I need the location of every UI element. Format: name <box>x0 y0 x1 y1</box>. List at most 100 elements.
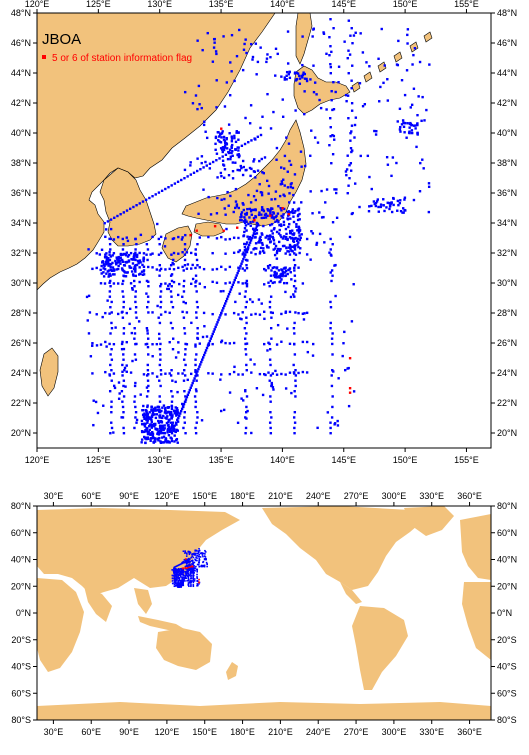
station-point <box>189 564 191 566</box>
station-point <box>232 281 236 284</box>
station-point <box>145 243 149 246</box>
station-point <box>349 139 352 142</box>
station-point <box>117 264 120 268</box>
station-point <box>195 379 198 382</box>
station-point <box>294 379 297 382</box>
station-point <box>168 282 171 286</box>
station-point <box>218 157 221 160</box>
station-point <box>295 239 299 243</box>
station-point <box>120 267 124 270</box>
station-point <box>331 332 334 335</box>
station-point <box>187 576 190 578</box>
station-point <box>170 273 174 276</box>
station-point <box>177 574 180 577</box>
y-tick-label-left: 60°N <box>11 528 31 538</box>
station-point <box>329 321 332 325</box>
station-point <box>258 211 261 214</box>
station-point <box>108 373 111 376</box>
station-point <box>294 395 297 398</box>
station-point <box>213 328 216 331</box>
flagged-point <box>184 566 186 569</box>
station-point <box>347 117 350 120</box>
station-point <box>171 414 174 417</box>
station-point <box>204 130 207 133</box>
station-point <box>146 421 149 424</box>
station-point <box>121 248 125 251</box>
station-point <box>182 581 185 584</box>
station-point <box>238 292 241 295</box>
station-point <box>190 321 193 325</box>
station-point <box>255 228 259 232</box>
station-point <box>230 285 234 289</box>
station-point <box>115 263 118 266</box>
station-point <box>251 234 255 237</box>
y-tick-label-left: 30°N <box>11 278 31 288</box>
station-point <box>166 427 170 430</box>
station-point <box>108 390 112 393</box>
station-point <box>330 384 334 388</box>
station-point <box>284 310 288 313</box>
station-point <box>184 565 187 568</box>
station-point <box>133 353 137 356</box>
station-point <box>148 423 152 426</box>
station-point <box>245 332 248 335</box>
station-point <box>224 313 227 316</box>
indonesia <box>138 616 186 630</box>
station-point <box>110 300 113 304</box>
station-point <box>233 136 236 140</box>
station-point <box>144 343 147 346</box>
station-point <box>194 363 197 367</box>
station-point <box>173 182 177 185</box>
station-point <box>193 377 196 380</box>
y-tick-label-left: 20°N <box>11 428 31 438</box>
station-point <box>147 265 150 269</box>
station-point <box>331 342 334 346</box>
station-point <box>235 274 238 277</box>
station-point <box>144 437 147 440</box>
station-point <box>291 229 294 232</box>
y-tick-label-right: 40°N <box>497 555 517 565</box>
station-point <box>133 285 136 288</box>
x-tick-label-top: 145°E <box>331 0 356 9</box>
station-point <box>110 348 113 351</box>
station-point <box>416 122 419 125</box>
station-point <box>245 285 249 288</box>
station-point <box>266 214 269 218</box>
station-point <box>147 430 150 433</box>
station-point <box>260 213 263 216</box>
station-point <box>138 266 141 269</box>
station-point <box>111 261 114 265</box>
x-tick-label-bottom: 360°E <box>457 727 482 737</box>
station-point <box>392 197 395 200</box>
antarctica <box>37 702 491 720</box>
station-point <box>423 119 426 122</box>
station-point <box>297 245 300 249</box>
station-point <box>288 243 292 247</box>
station-point <box>107 262 110 266</box>
station-point <box>240 166 243 170</box>
station-point <box>106 299 109 302</box>
station-point <box>244 116 247 120</box>
y-tick-label-right: 34°N <box>497 218 517 228</box>
station-point <box>255 73 258 76</box>
station-point <box>198 550 200 552</box>
station-point <box>297 266 300 269</box>
station-point <box>223 304 226 308</box>
station-point <box>398 107 402 111</box>
station-point <box>248 122 252 125</box>
station-point <box>305 237 309 241</box>
station-point <box>298 229 302 232</box>
station-point <box>229 157 232 161</box>
station-point <box>352 34 356 37</box>
station-point <box>249 201 253 204</box>
station-point <box>328 36 331 39</box>
station-point <box>406 33 409 37</box>
station-point <box>104 263 108 266</box>
station-point <box>239 264 242 268</box>
station-point <box>145 414 149 418</box>
station-point <box>110 311 113 314</box>
station-point <box>176 180 180 183</box>
station-point <box>350 27 353 30</box>
station-point <box>224 252 227 255</box>
station-point <box>184 550 186 552</box>
